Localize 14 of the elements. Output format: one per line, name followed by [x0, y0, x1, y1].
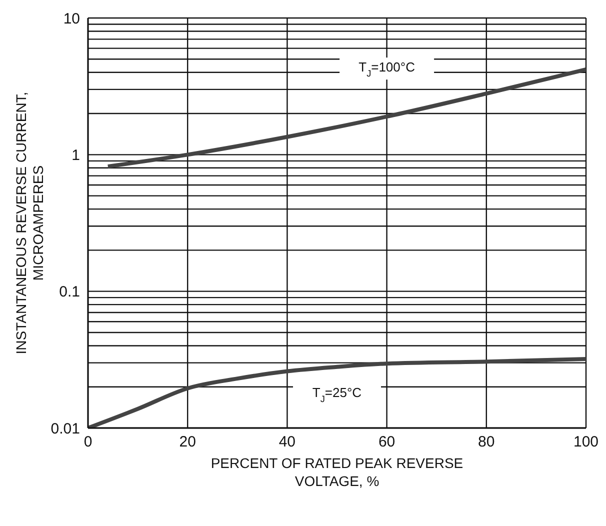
y-tick-label: 1 — [72, 146, 80, 164]
x-tick-label: 20 — [179, 434, 196, 451]
x-tick-label: 0 — [84, 434, 92, 451]
x-tick-label: 80 — [478, 434, 495, 451]
y-tick-label: 10 — [63, 10, 80, 28]
y-tick-label: 0.1 — [59, 284, 80, 301]
x-tick-label: 100 — [573, 434, 599, 451]
y-tick-label: 0.01 — [50, 420, 80, 438]
x-axis-title: PERCENT OF RATED PEAK REVERSE VOLTAGE, % — [210, 455, 464, 489]
series-label: T$_{J}$=25°C — [312, 384, 362, 404]
x-tick-label: 40 — [278, 434, 296, 451]
x-tick-label: 60 — [378, 434, 396, 451]
y-axis-title: INSTANTANEOUS REVERSE CURRENT, MICROAMPERES — [13, 92, 46, 354]
text: T$_{J}$=100°C — [358, 60, 415, 79]
